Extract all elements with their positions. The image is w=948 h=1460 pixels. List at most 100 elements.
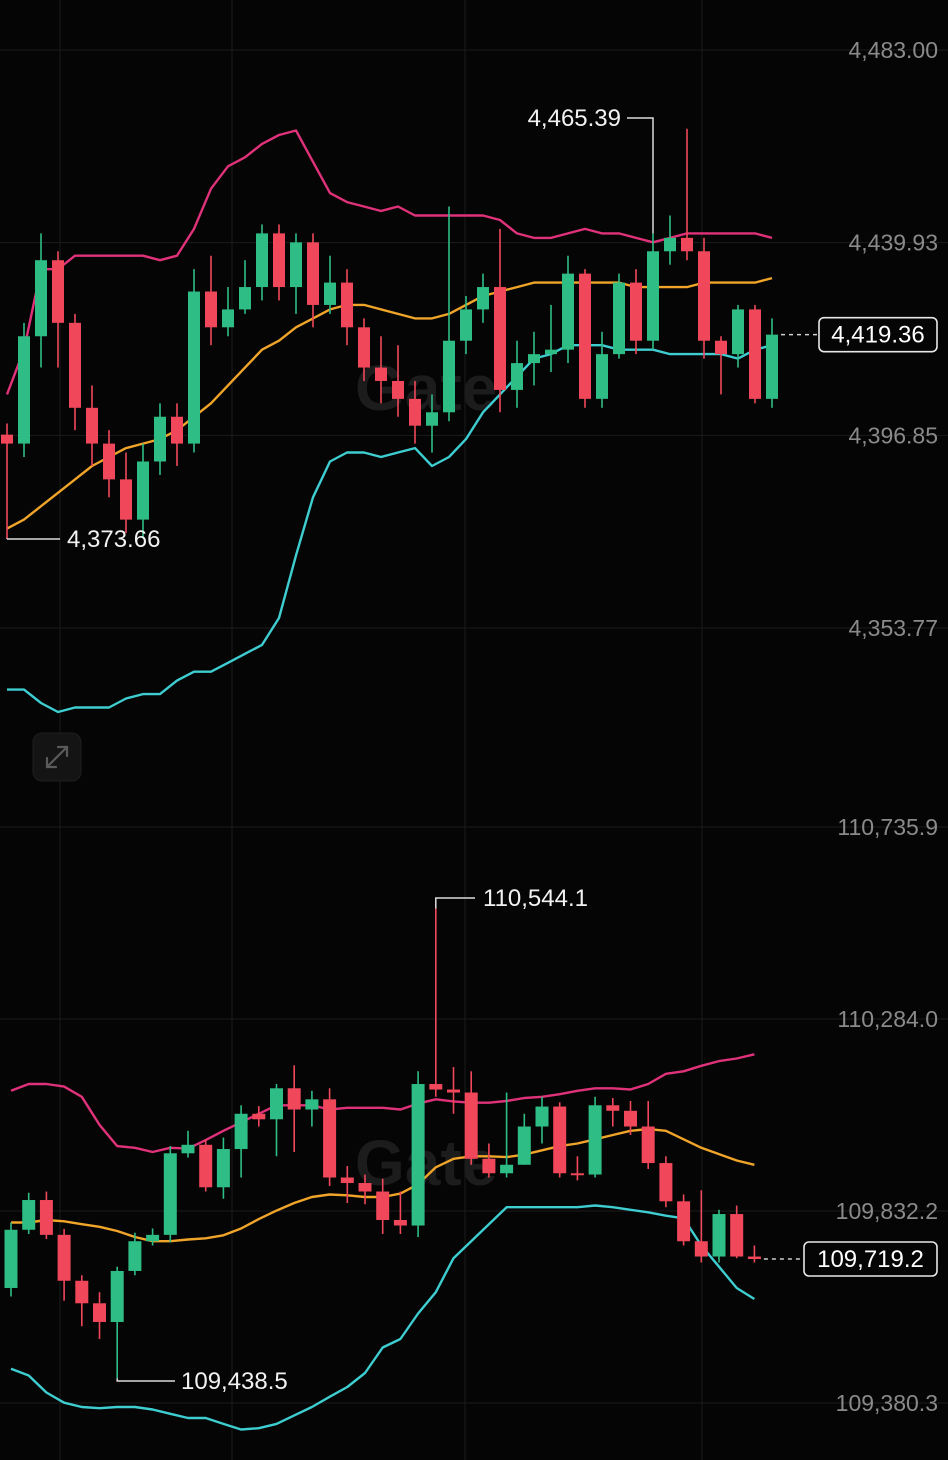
candle (171, 403, 183, 466)
candle-body (588, 1105, 602, 1175)
candle-body (647, 251, 659, 341)
candle-body (340, 1177, 354, 1184)
candle-body (482, 1158, 496, 1174)
candle (715, 336, 727, 395)
candle (747, 1245, 761, 1263)
candle-body (222, 309, 234, 328)
candle (273, 224, 285, 301)
candle (426, 394, 438, 453)
candle-body (477, 287, 489, 310)
candle (358, 1174, 372, 1205)
candle (553, 1102, 567, 1178)
candle-body (18, 336, 30, 444)
candle (35, 233, 47, 368)
candle (528, 331, 540, 386)
candle (340, 1166, 354, 1203)
candle-body (239, 287, 251, 310)
candle-body (234, 1113, 248, 1150)
candle-body (698, 251, 710, 341)
y-tick-label: 4,483.00 (848, 37, 938, 63)
candle-body (1, 434, 13, 444)
candle (579, 269, 591, 408)
candle (205, 255, 217, 346)
bollinger-lower-line (10, 1204, 756, 1431)
candle (641, 1101, 655, 1170)
candle-body (57, 1234, 71, 1281)
y-tick-label: 4,396.85 (848, 422, 938, 448)
candle-body (290, 242, 302, 288)
bollinger-upper-line (10, 1053, 755, 1154)
candle (500, 1092, 514, 1178)
candle-body (324, 282, 336, 305)
candle (163, 1146, 177, 1243)
candle (252, 1106, 266, 1127)
candle-body (103, 443, 115, 480)
candle (624, 1101, 637, 1136)
candle-body (128, 1241, 142, 1271)
candle (570, 1156, 584, 1181)
candle (199, 1139, 213, 1192)
bollinger-lower-line (7, 344, 773, 714)
candle (4, 1222, 18, 1297)
candle (86, 385, 98, 466)
candle (93, 1292, 106, 1339)
candle-body (460, 309, 472, 341)
candle-body (715, 340, 727, 355)
candle (613, 273, 625, 359)
candle (287, 1065, 301, 1153)
candle (375, 336, 387, 404)
candle-body (376, 1191, 390, 1220)
bollinger-upper-line (5, 129, 773, 395)
candle-body (216, 1149, 230, 1188)
candle-body (681, 237, 693, 252)
candle (146, 1228, 160, 1246)
current-price-label: 4,419.36 (831, 322, 924, 349)
candle-body (69, 322, 81, 408)
low-price-label: 4,373.66 (67, 526, 160, 553)
candle (222, 287, 234, 337)
candle-body (677, 1201, 691, 1242)
candle (358, 318, 370, 381)
candle (464, 1071, 478, 1165)
candle (460, 295, 472, 355)
candle-body (712, 1214, 726, 1257)
candle-body (252, 1113, 266, 1120)
candle-body (579, 273, 591, 399)
y-tick-label: 4,353.77 (848, 615, 938, 641)
candle-body (110, 1270, 124, 1322)
candle-body (256, 233, 268, 288)
btc-price-panel[interactable]: 110,735.9 110,284.0 109,832.2 109,380.3 110,… (4, 814, 939, 1431)
candle (305, 1090, 319, 1127)
candle-body (4, 1229, 18, 1288)
candle (52, 251, 64, 368)
low-marker-line (116, 1378, 175, 1382)
candle (511, 340, 523, 408)
candle-body (188, 291, 200, 444)
candle-body (411, 1084, 425, 1226)
candle (562, 255, 574, 364)
candle-body (146, 1234, 160, 1242)
candle (234, 1105, 248, 1178)
candle (341, 269, 353, 346)
candle (110, 1266, 124, 1379)
eth-price-panel[interactable]: 4,483.00 4,439.93 4,396.85 4,353.77 4,465.39… (1, 37, 938, 714)
candle-body (624, 1110, 637, 1127)
candle (596, 331, 608, 408)
candle (477, 273, 489, 323)
expand-button[interactable] (32, 732, 82, 782)
candle (664, 215, 676, 265)
high-price-label: 110,544.1 (483, 885, 588, 912)
candle-body (393, 1219, 407, 1226)
candle (545, 304, 557, 373)
candle (22, 1192, 36, 1235)
candle-body (52, 260, 64, 323)
candle-body (464, 1092, 478, 1159)
y-tick-label: 110,284.0 (837, 1006, 938, 1032)
candle-body (766, 334, 778, 399)
bollinger-middle-line (6, 276, 773, 530)
candle-body (517, 1126, 531, 1165)
candle (411, 1071, 425, 1237)
candle (181, 1130, 195, 1158)
candle (103, 430, 115, 498)
